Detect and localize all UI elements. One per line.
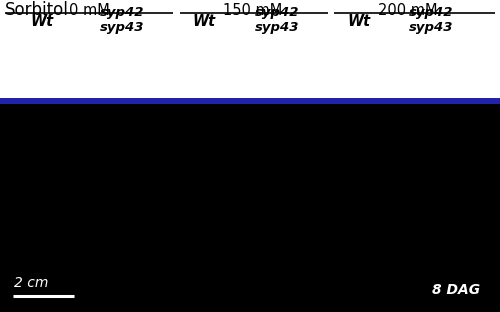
Text: 0 mM: 0 mM [68, 3, 110, 18]
Text: 150 mM: 150 mM [223, 3, 282, 18]
Text: Wt: Wt [348, 14, 370, 29]
Text: syp42
syp43: syp42 syp43 [256, 7, 300, 34]
Text: Sorbitol: Sorbitol [5, 2, 69, 19]
Text: Wt: Wt [192, 14, 216, 29]
Bar [0, 98, 500, 104]
Text: Wt: Wt [31, 14, 54, 29]
Text: 2 cm: 2 cm [14, 276, 48, 290]
Text: syp42
syp43: syp42 syp43 [409, 7, 453, 34]
Bar [0, 0, 500, 98]
Text: 200 mM: 200 mM [378, 3, 437, 18]
Text: 8 DAG: 8 DAG [432, 283, 480, 297]
Text: syp42
syp43: syp42 syp43 [100, 7, 145, 34]
Bar [0, 104, 500, 312]
